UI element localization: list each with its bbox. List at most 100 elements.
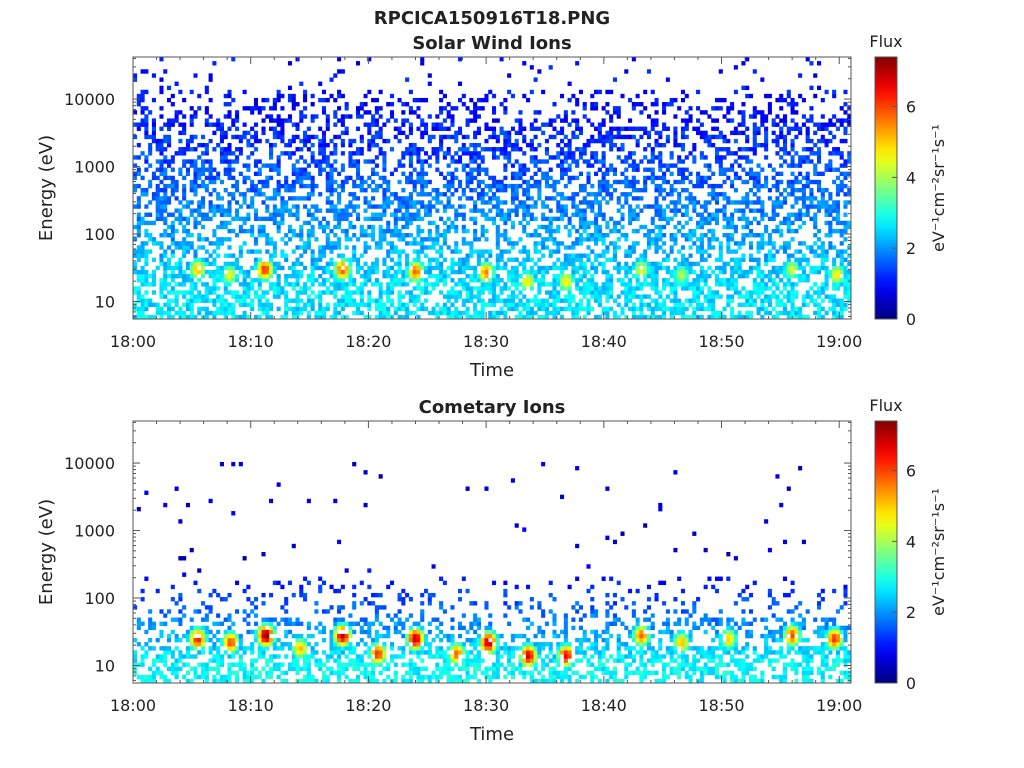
heatmap-cell	[242, 286, 247, 291]
heatmap-cell	[741, 130, 746, 136]
heatmap-cell	[140, 93, 145, 99]
heatmap-cell	[201, 167, 206, 172]
heatmap-cell	[231, 269, 236, 275]
heatmap-cell	[216, 208, 221, 213]
heatmap-cell	[439, 253, 444, 258]
heatmap-cell	[223, 273, 228, 279]
heatmap-cell	[163, 192, 168, 197]
heatmap-cell	[752, 257, 757, 262]
heatmap-cell	[794, 261, 799, 267]
heatmap-cell	[639, 261, 644, 267]
heatmap-cell	[450, 314, 455, 320]
heatmap-cell	[790, 237, 795, 242]
heatmap-cell	[499, 216, 504, 222]
heatmap-cell	[473, 228, 478, 234]
heatmap-cell	[314, 261, 319, 267]
heatmap-cell	[442, 220, 447, 226]
heatmap-cell	[590, 122, 595, 127]
heatmap-cell	[299, 245, 304, 250]
heatmap-cell	[310, 93, 315, 99]
heatmap-cell	[503, 216, 508, 222]
heatmap-cell	[197, 93, 202, 99]
heatmap-cell	[624, 273, 629, 279]
heatmap-cell	[371, 212, 376, 217]
heatmap-cell	[284, 298, 289, 303]
heatmap-cell	[476, 314, 481, 320]
heatmap-cell	[624, 167, 629, 172]
heatmap-cell	[333, 179, 338, 185]
heatmap-cell	[526, 183, 531, 189]
heatmap-cell	[722, 167, 727, 172]
heatmap-cell	[389, 200, 395, 205]
heatmap-cell	[722, 147, 727, 152]
heatmap-cell	[208, 208, 213, 213]
heatmap-cell	[423, 253, 429, 258]
heatmap-cell	[643, 179, 648, 185]
heatmap-cell	[337, 253, 342, 258]
heatmap-cell	[265, 278, 270, 283]
heatmap-cell	[386, 183, 391, 189]
heatmap-cell	[457, 294, 463, 299]
heatmap-cell	[416, 278, 421, 283]
heatmap-cell	[616, 126, 621, 131]
heatmap-cell	[299, 290, 304, 295]
heatmap-cell	[219, 273, 224, 279]
heatmap-cell	[563, 224, 568, 230]
heatmap-cell	[272, 97, 277, 103]
heatmap-cell	[488, 147, 493, 152]
heatmap-cell	[782, 200, 788, 205]
heatmap-cell	[794, 102, 799, 107]
heatmap-cell	[348, 269, 353, 275]
heatmap-cell	[450, 134, 455, 140]
heatmap-cell	[136, 253, 141, 258]
heatmap-cell	[594, 286, 599, 291]
heatmap-cell	[631, 175, 636, 181]
heatmap-cell	[544, 314, 549, 320]
heatmap-cell	[582, 290, 587, 295]
heatmap-cell	[333, 142, 338, 148]
heatmap-cell	[692, 142, 697, 148]
heatmap-cell	[212, 278, 217, 283]
heatmap-cell	[484, 237, 489, 242]
heatmap-cell	[159, 212, 164, 217]
heatmap-cell	[193, 175, 198, 181]
heatmap-cell	[352, 257, 357, 262]
heatmap-cell	[745, 220, 750, 226]
heatmap-cell	[594, 196, 599, 201]
heatmap-cell	[601, 142, 606, 148]
heatmap-cell	[510, 298, 515, 303]
heatmap-cell	[658, 204, 663, 209]
heatmap-cell	[654, 183, 659, 189]
heatmap-cell	[325, 163, 330, 168]
heatmap-cell	[465, 294, 470, 299]
heatmap-cell	[775, 171, 780, 177]
heatmap-cell	[748, 93, 754, 99]
heatmap-cell	[711, 196, 716, 201]
heatmap-cell	[790, 204, 795, 209]
heatmap-cell	[318, 126, 323, 131]
heatmap-cell	[741, 196, 746, 201]
heatmap-cell	[321, 269, 327, 275]
heatmap-cell	[711, 216, 716, 222]
heatmap-cell	[541, 237, 546, 242]
heatmap-cell	[786, 257, 791, 262]
heatmap-cell	[257, 282, 262, 287]
heatmap-cell	[699, 257, 704, 262]
heatmap-cell	[654, 278, 659, 283]
heatmap-cell	[231, 261, 236, 267]
heatmap-cell	[662, 102, 667, 107]
heatmap-cell	[578, 183, 583, 189]
heatmap-cell	[269, 237, 274, 242]
heatmap-cell	[348, 163, 353, 168]
heatmap-cell	[673, 306, 678, 312]
heatmap-cell	[582, 314, 587, 320]
heatmap-cell	[680, 171, 686, 177]
heatmap-cell	[752, 265, 757, 271]
heatmap-cell	[333, 278, 338, 283]
heatmap-cell	[465, 261, 470, 267]
heatmap-cell	[416, 286, 421, 291]
heatmap-cell	[737, 175, 742, 181]
heatmap-cell	[201, 183, 206, 189]
heatmap-cell	[276, 122, 281, 127]
heatmap-cell	[310, 265, 315, 271]
